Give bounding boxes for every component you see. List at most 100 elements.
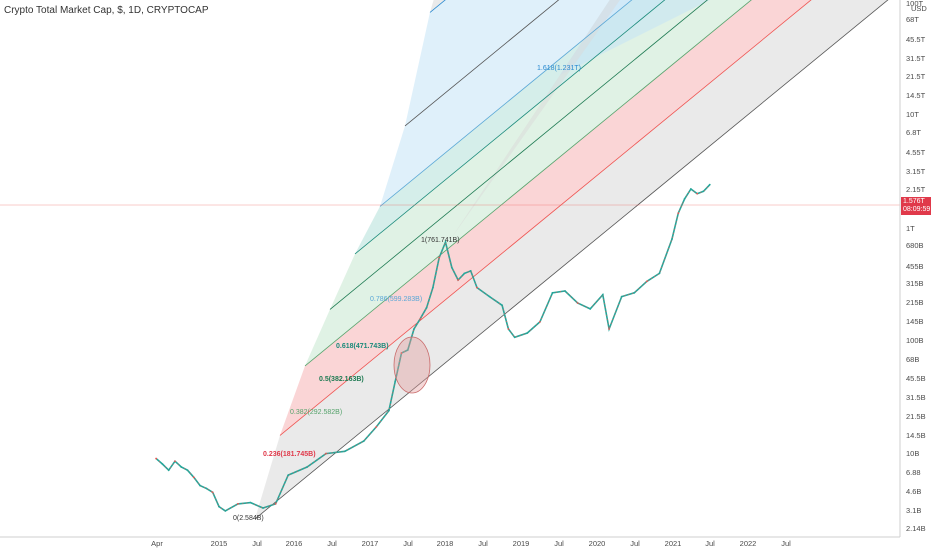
data-point <box>513 336 516 339</box>
fib-channel-lines <box>254 0 889 520</box>
time-tick-label: Jul <box>705 539 715 548</box>
price-tick-label: 4.6B <box>906 487 921 496</box>
data-point <box>425 306 428 309</box>
currency-label: USD <box>911 4 927 13</box>
data-point <box>671 238 673 240</box>
time-tick-label: Jul <box>554 539 564 548</box>
data-point <box>287 474 290 476</box>
price-axis: 100T 68T 45.5T 31.5T 21.5T 14.5T 10T 6.8T 4.55T 3… <box>899 0 927 537</box>
fib-level-label: 0.382(292.582B) <box>290 409 342 416</box>
data-point <box>211 491 214 494</box>
data-point <box>658 272 661 275</box>
data-point <box>224 509 227 512</box>
price-tick-label: 100B <box>906 336 924 345</box>
fib-line <box>254 0 889 520</box>
data-point <box>325 452 327 455</box>
countdown-timer: 08:09:59 <box>903 206 931 213</box>
data-point <box>419 317 422 320</box>
data-point <box>444 241 447 244</box>
price-tick-label: 3.1B <box>906 506 921 515</box>
price-tick-label: 31.5B <box>906 393 926 402</box>
time-tick-label: 2022 <box>740 539 757 548</box>
price-tick-label: 100T <box>906 0 924 8</box>
price-tick-label: 10T <box>906 110 919 119</box>
time-tick-label: 2017 <box>362 539 379 548</box>
data-point <box>406 349 409 351</box>
data-point <box>457 279 459 281</box>
data-point <box>306 466 308 468</box>
current-price-value: 1.576T <box>903 198 925 205</box>
data-point <box>526 332 529 334</box>
data-point <box>375 425 378 428</box>
fib-level-label: 1.618(1.231T) <box>537 65 581 72</box>
data-point <box>262 507 264 509</box>
data-point <box>576 302 579 304</box>
data-point <box>394 380 397 383</box>
time-tick-label: Jul <box>403 539 413 548</box>
price-tick-label: 31.5T <box>906 54 926 63</box>
data-point <box>507 328 510 330</box>
fib-level-label: 1(761.741B) <box>421 237 460 244</box>
data-point <box>538 321 541 323</box>
data-point <box>186 469 189 472</box>
price-tick-label: 3.15T <box>906 167 926 176</box>
data-point <box>708 183 711 186</box>
fib-line <box>279 0 812 436</box>
time-tick-label: 2016 <box>286 539 303 548</box>
price-tick-label: 4.55T <box>906 148 926 157</box>
time-tick-label: 2018 <box>437 539 454 548</box>
data-point <box>645 280 648 283</box>
price-tick-label: 680B <box>906 241 924 250</box>
data-point <box>564 290 566 292</box>
fib-channel-zones <box>255 0 900 519</box>
price-tick-label: 455B <box>906 262 924 271</box>
data-point <box>463 272 466 275</box>
data-point <box>488 295 491 298</box>
data-point <box>161 463 164 465</box>
data-point <box>633 291 636 294</box>
price-tick-label: 45.5B <box>906 374 926 383</box>
fib-level-label: 0.236(181.745B) <box>263 451 316 458</box>
data-point <box>683 197 686 200</box>
fib-line <box>354 0 666 255</box>
data-point <box>192 476 195 479</box>
data-point <box>696 192 699 195</box>
time-tick-label: 2019 <box>513 539 530 548</box>
fib-line <box>304 0 752 367</box>
price-tick-label: 2.14B <box>906 524 926 533</box>
data-point <box>249 501 252 504</box>
fib-level-label: 0.5(382.163B) <box>319 376 364 383</box>
fib-level-label: 0.786(599.283B) <box>370 296 422 303</box>
price-tick-label: 68B <box>906 355 919 364</box>
time-tick-label: Jul <box>630 539 640 548</box>
data-point <box>677 212 680 215</box>
data-point <box>501 304 504 307</box>
time-tick-label: 2020 <box>589 539 606 548</box>
data-point <box>551 291 554 294</box>
price-tick-label: 2.15T <box>906 185 926 194</box>
data-point <box>689 188 692 190</box>
fib-channel-labels: 0(2.584B) 0.236(181.745B) 0.382(292.582B) 0… <box>233 65 581 522</box>
fib-line <box>404 0 560 127</box>
data-point <box>218 505 220 508</box>
time-tick-label: Jul <box>327 539 337 548</box>
data-point <box>205 487 208 490</box>
price-tick-label: 10B <box>906 449 919 458</box>
data-point <box>155 457 157 460</box>
price-tick-label: 21.5T <box>906 72 926 81</box>
fib-zone-upper <box>560 0 900 75</box>
price-tick-label: 145B <box>906 317 924 326</box>
price-tick-label: 14.5T <box>906 91 926 100</box>
price-tick-label: 215B <box>906 298 924 307</box>
data-point <box>450 266 453 269</box>
highlight-circle <box>393 336 431 394</box>
fib-level-label: 0(2.584B) <box>233 515 264 522</box>
market-cap-series <box>155 183 711 512</box>
price-tick-label: 6.8T <box>906 128 921 137</box>
data-point <box>432 286 434 289</box>
data-point <box>601 293 604 296</box>
data-point <box>400 352 403 354</box>
time-tick-label: Apr <box>151 539 163 548</box>
price-tick-label: 315B <box>906 279 924 288</box>
